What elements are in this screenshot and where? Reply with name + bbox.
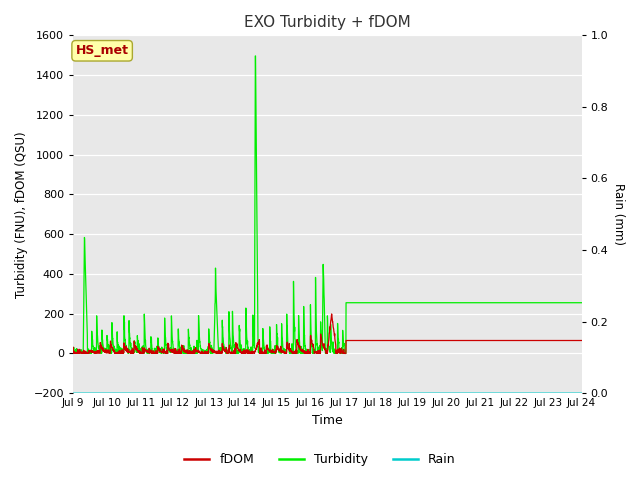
Legend: fDOM, Turbidity, Rain: fDOM, Turbidity, Rain [179,448,461,471]
X-axis label: Time: Time [312,414,342,427]
Y-axis label: Turbidity (FNU), fDOM (QSU): Turbidity (FNU), fDOM (QSU) [15,131,28,298]
Y-axis label: Rain (mm): Rain (mm) [612,183,625,245]
Title: EXO Turbidity + fDOM: EXO Turbidity + fDOM [244,15,411,30]
Text: HS_met: HS_met [76,44,129,57]
